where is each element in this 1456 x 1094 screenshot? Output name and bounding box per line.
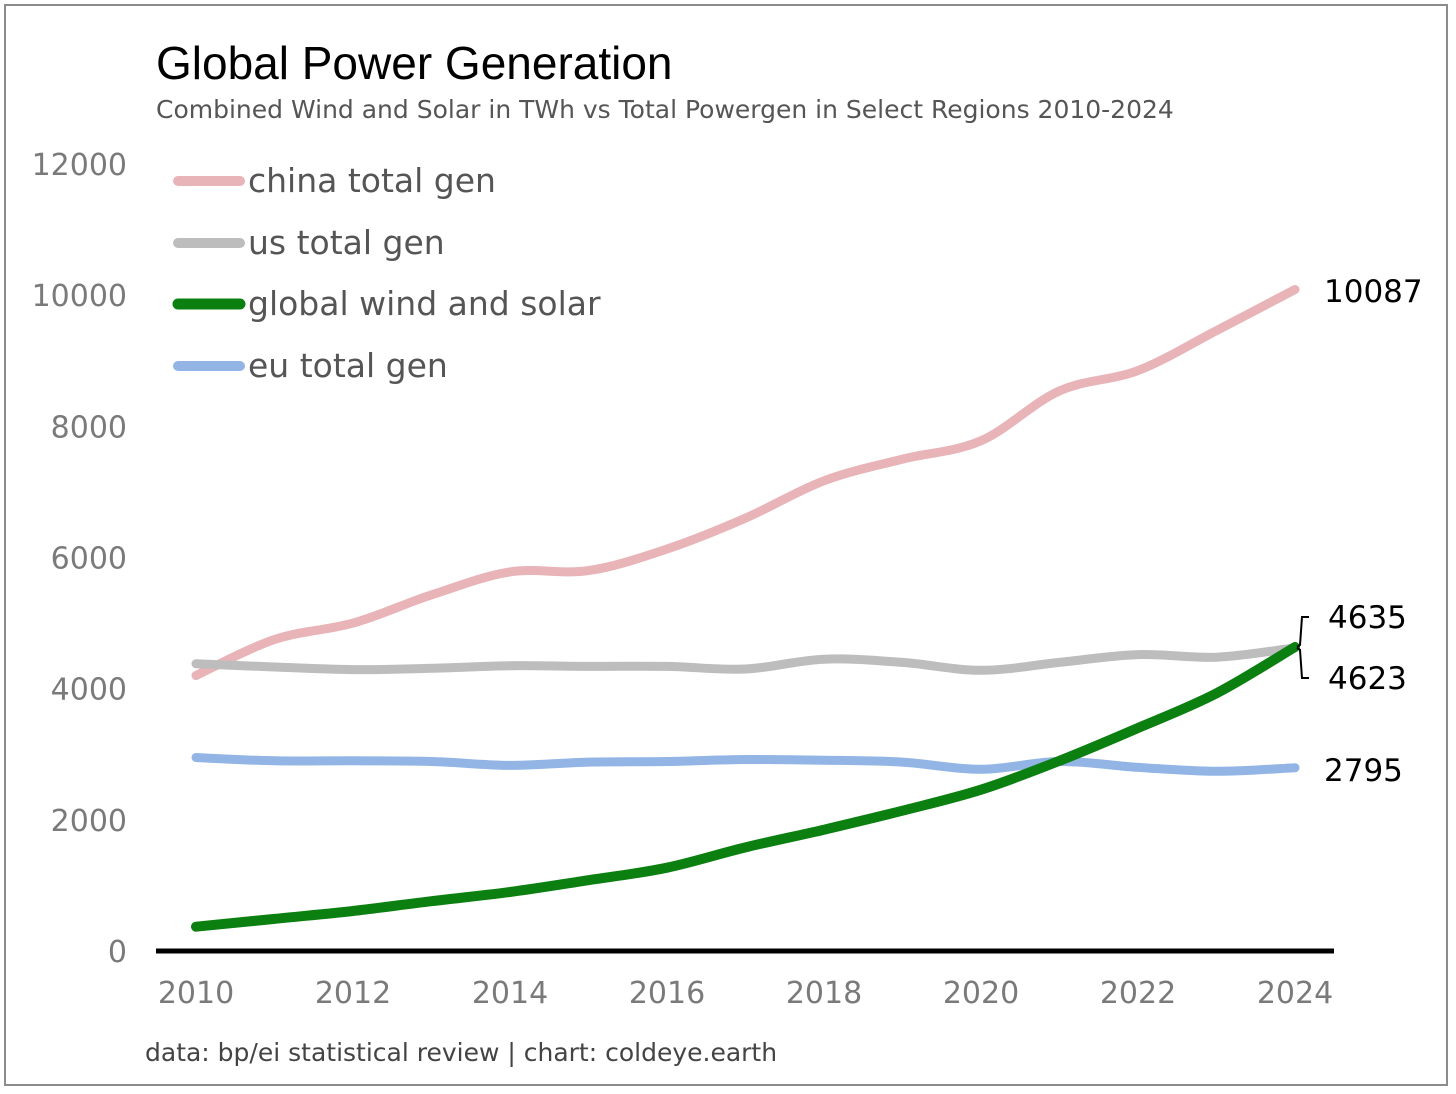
- x-tick-label: 2018: [786, 976, 862, 1011]
- end-label-us-total-gen: 4623: [1328, 661, 1407, 697]
- end-label-china-total-gen: 10087: [1324, 274, 1423, 310]
- end-label-leaders: [1296, 616, 1309, 679]
- x-tick-label: 2024: [1257, 976, 1333, 1011]
- leader-line-global-wind-and-solar: [1296, 616, 1309, 648]
- end-label-eu-total-gen: 2795: [1324, 753, 1403, 789]
- leader-line-us-total-gen: [1296, 646, 1309, 679]
- x-axis: 2010 2012 2014 2016 2018 2020 2022 2024: [158, 976, 1333, 1011]
- x-tick-label: 2012: [315, 976, 391, 1011]
- y-tick-label: 0: [108, 935, 127, 970]
- x-tick-label: 2010: [158, 976, 234, 1011]
- y-tick-label: 6000: [51, 542, 127, 577]
- series-line-china-total-gen: [191, 285, 1300, 680]
- y-axis: 0 2000 4000 6000 8000 10000 12000: [32, 148, 127, 970]
- legend-label-eu-total-gen: eu total gen: [248, 346, 448, 385]
- chart-title: Global Power Generation: [156, 37, 673, 89]
- x-tick-label: 2020: [943, 976, 1019, 1011]
- y-tick-label: 10000: [32, 279, 127, 314]
- y-tick-label: 4000: [51, 673, 127, 708]
- x-tick-label: 2022: [1100, 976, 1176, 1011]
- chart-subtitle: Combined Wind and Solar in TWh vs Total …: [156, 95, 1174, 124]
- x-tick-label: 2016: [629, 976, 705, 1011]
- source-note: data: bp/ei statistical review | chart: …: [145, 1038, 777, 1067]
- legend-label-global-wind-and-solar: global wind and solar: [248, 284, 601, 323]
- y-tick-label: 8000: [51, 410, 127, 445]
- end-label-global-wind-and-solar: 4635: [1328, 600, 1407, 636]
- end-labels: 10087 4623 4635 2795: [1324, 274, 1423, 789]
- y-tick-label: 2000: [51, 804, 127, 839]
- legend: china total gen us total gen global wind a…: [172, 161, 601, 385]
- series-line-eu-total-gen: [191, 753, 1300, 776]
- chart-frame: [4, 4, 1448, 1086]
- y-tick-label: 12000: [32, 148, 127, 183]
- series-lines: [191, 285, 1300, 932]
- legend-label-china-total-gen: china total gen: [248, 161, 496, 200]
- series-line-global-wind-and-solar: [191, 642, 1300, 932]
- legend-label-us-total-gen: us total gen: [248, 223, 445, 262]
- x-tick-label: 2014: [472, 976, 548, 1011]
- series-line-us-total-gen: [191, 643, 1300, 675]
